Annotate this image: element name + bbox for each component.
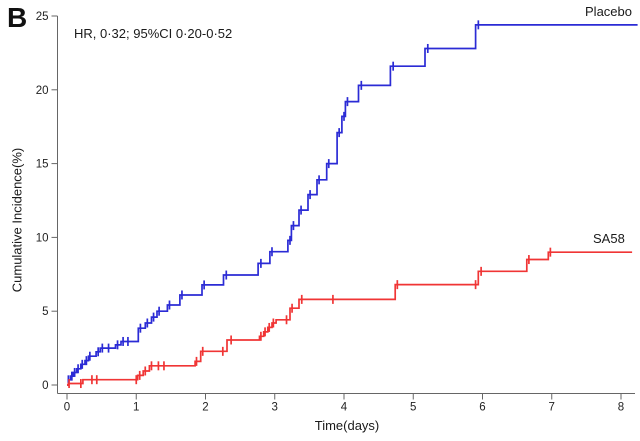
series-label-placebo: Placebo [585, 4, 632, 19]
panel-label: B [7, 2, 28, 33]
x-tick-label: 0 [64, 402, 70, 414]
y-tick-label: 0 [42, 380, 48, 392]
x-tick-label: 2 [202, 402, 208, 414]
y-tick-label: 15 [36, 159, 49, 171]
x-axis-title: Time(days) [314, 418, 380, 433]
y-tick-label: 10 [36, 232, 49, 244]
series-label-sa58: SA58 [593, 231, 625, 246]
x-tick-label: 1 [133, 402, 139, 414]
x-tick-label: 5 [410, 402, 416, 414]
hazard-ratio-annotation: HR, 0·32; 95%CI 0·20-0·52 [74, 26, 233, 41]
y-tick-label: 25 [36, 11, 49, 23]
x-tick-label: 7 [549, 402, 555, 414]
x-tick-label: 3 [272, 402, 278, 414]
x-tick-label: 4 [341, 402, 348, 414]
y-tick-label: 20 [36, 85, 49, 97]
x-tick-label: 8 [618, 402, 624, 414]
series-curve-placebo [67, 24, 638, 386]
y-tick-label: 5 [42, 306, 48, 318]
x-tick-label: 6 [479, 402, 485, 414]
